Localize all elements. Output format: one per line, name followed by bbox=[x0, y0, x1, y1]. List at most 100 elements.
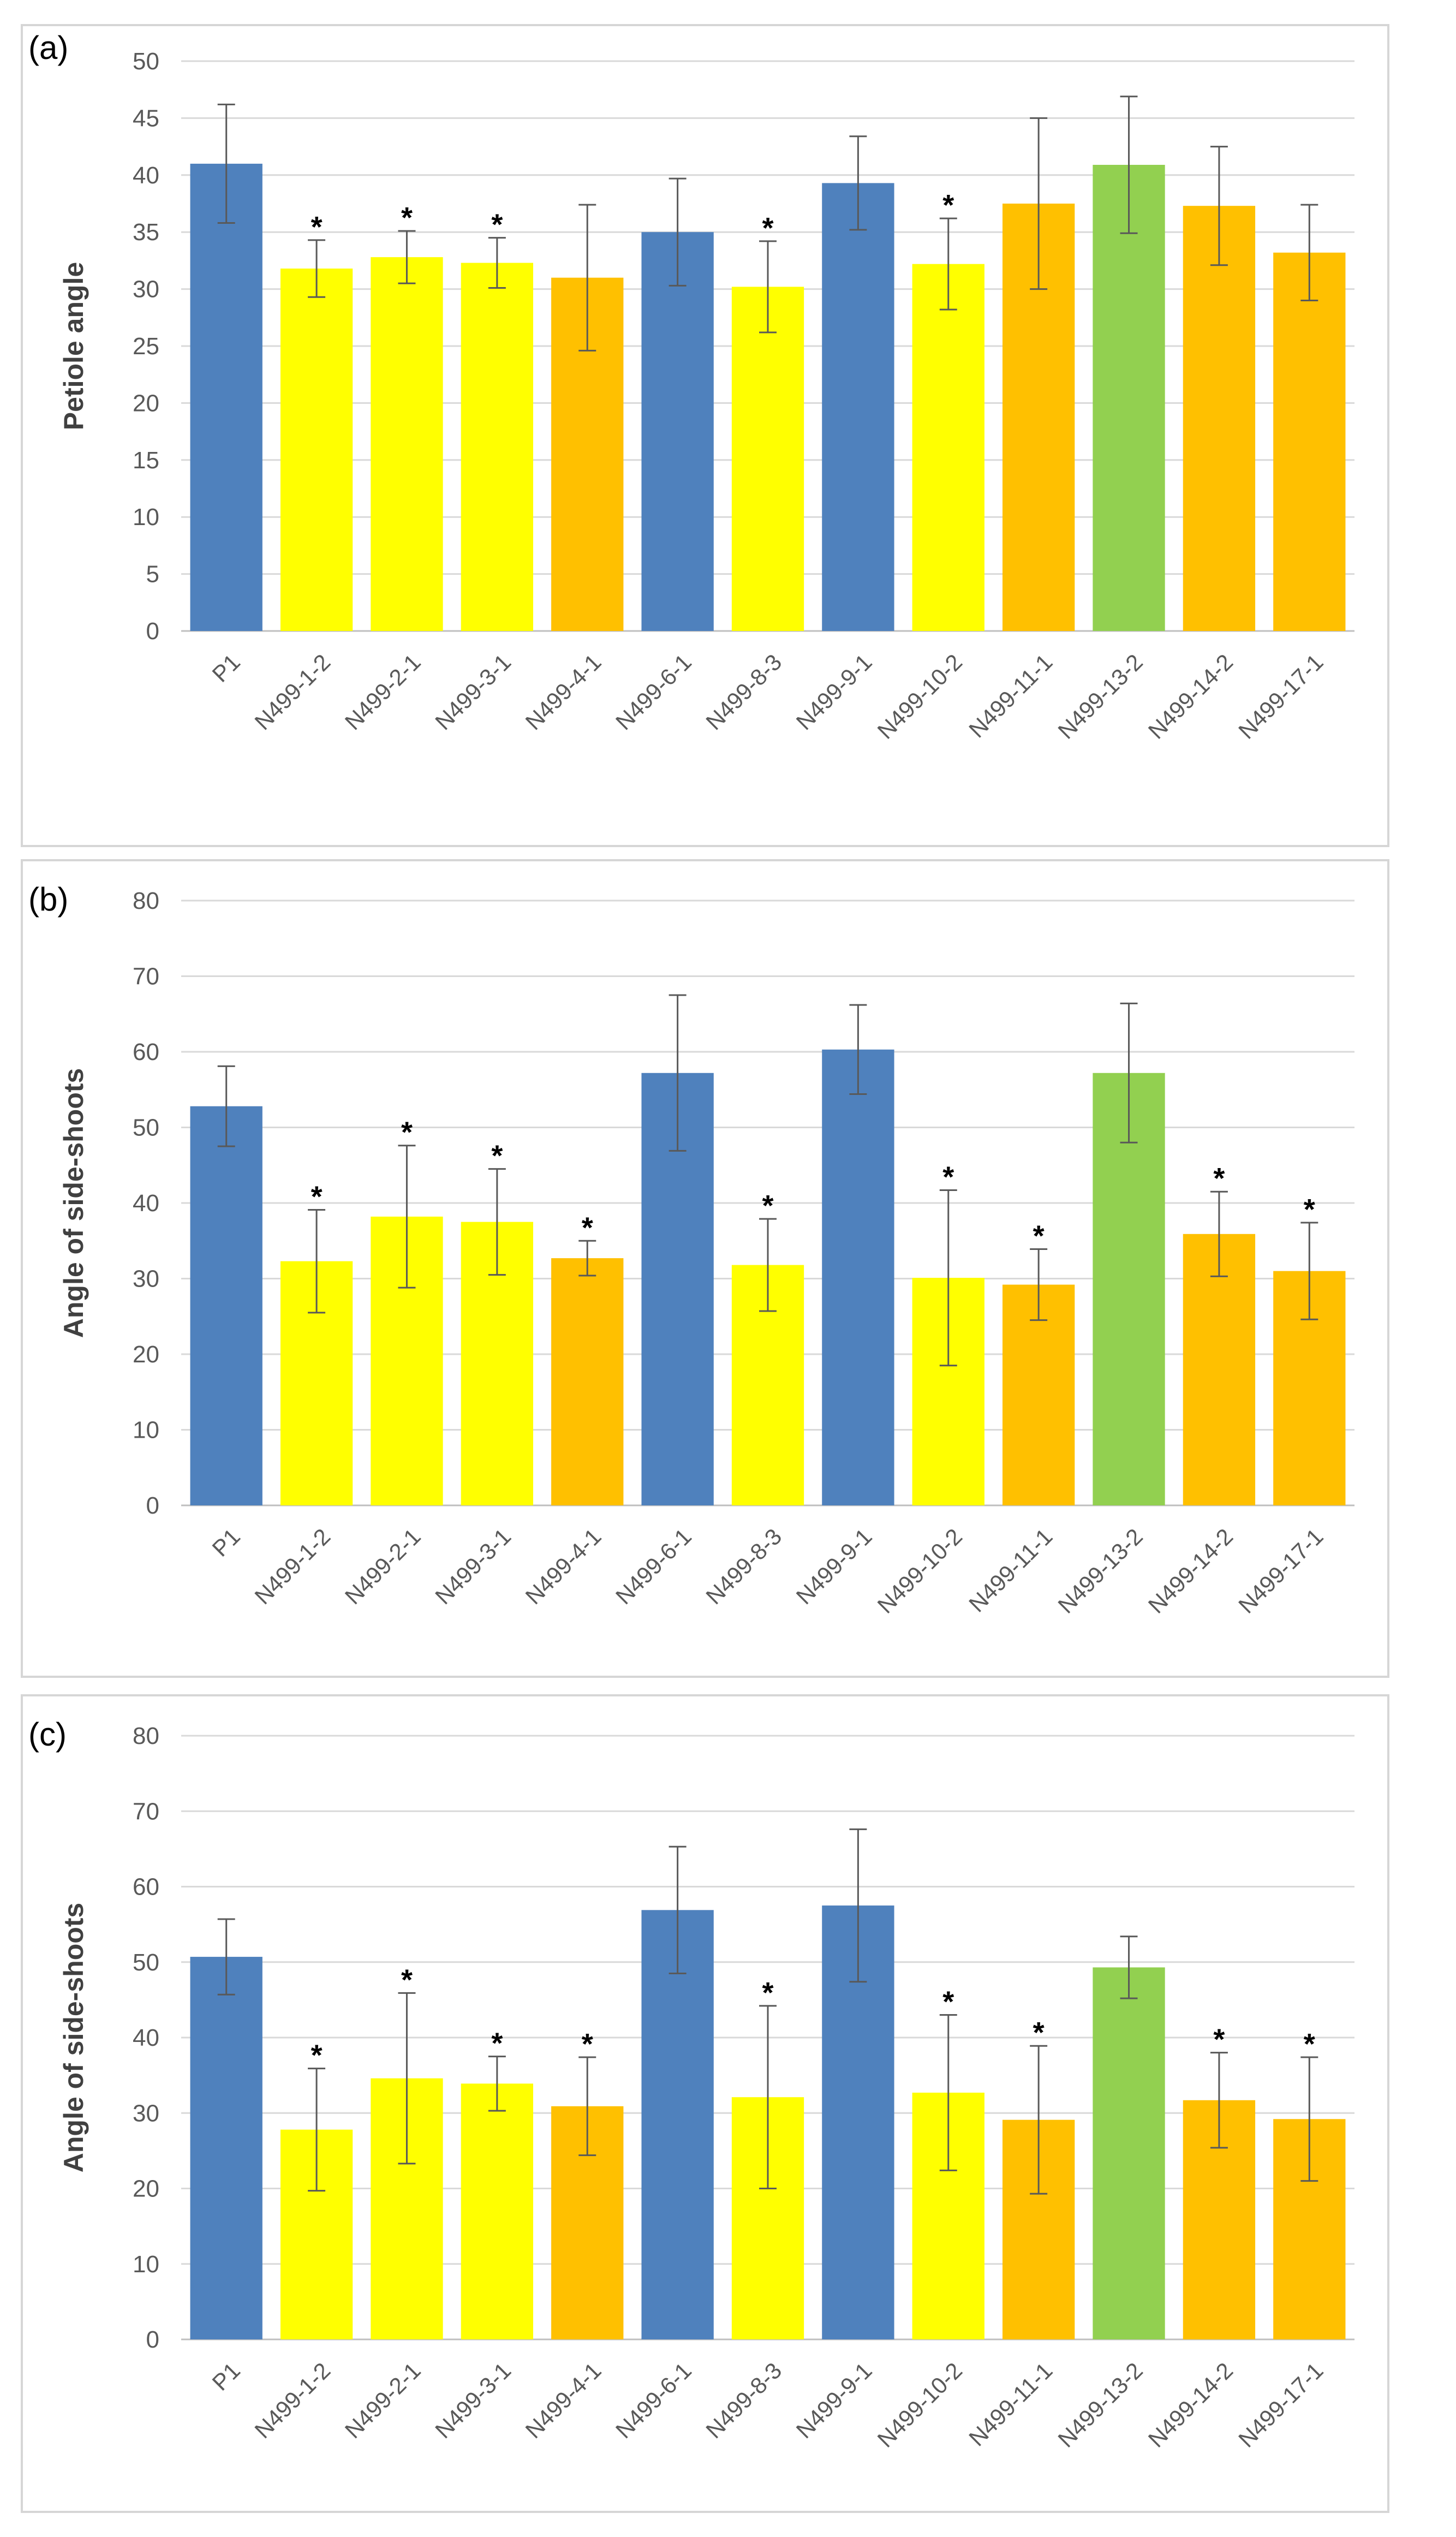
y-tick-label: 50 bbox=[133, 1115, 159, 1141]
y-tick-label: 10 bbox=[133, 2251, 159, 2278]
x-tick-label: N499-8-3 bbox=[701, 649, 786, 735]
bar bbox=[641, 1910, 714, 2339]
significance-star: * bbox=[311, 2039, 323, 2072]
significance-star: * bbox=[762, 212, 773, 245]
chart-c-svg: (c) 0 10 20 30 40 50 60 70 80 Angle of side-shoots… bbox=[28, 1716, 1354, 2452]
x-tick-label: N499-3-1 bbox=[430, 1523, 516, 1609]
y-tick-label: 15 bbox=[133, 447, 159, 474]
y-tick-label: 35 bbox=[133, 219, 159, 246]
y-tick-label: 80 bbox=[133, 1723, 159, 1749]
x-tick-label: N499-11-1 bbox=[964, 1523, 1057, 1617]
bar bbox=[641, 232, 714, 631]
y-tick-label: 10 bbox=[133, 504, 159, 531]
x-tick-label: N499-9-1 bbox=[791, 649, 877, 735]
significance-star: * bbox=[401, 201, 413, 234]
bar bbox=[912, 264, 984, 631]
y-tick-label: 20 bbox=[133, 1341, 159, 1368]
y-axis-label: Angle of side-shoots bbox=[58, 1068, 89, 1338]
bar bbox=[461, 2083, 533, 2339]
bar bbox=[1183, 206, 1256, 631]
bar bbox=[1093, 165, 1165, 631]
x-tick-label: N499-10-2 bbox=[873, 1523, 968, 1618]
bar bbox=[190, 1106, 262, 1505]
x-tick-label: N499-2-1 bbox=[340, 1523, 426, 1609]
significance-star: * bbox=[491, 209, 503, 241]
chart-b-svg: (b) 0 10 20 30 40 50 60 70 80 Angle of side-shoots… bbox=[28, 881, 1354, 1618]
significance-star: * bbox=[1304, 2028, 1315, 2060]
y-tick-label: 60 bbox=[133, 1039, 159, 1065]
x-tick-label: N499-10-2 bbox=[873, 2357, 968, 2452]
x-tick-label: N499-6-1 bbox=[611, 1523, 696, 1609]
significance-star: * bbox=[401, 1116, 413, 1149]
y-tick-label: 40 bbox=[133, 1190, 159, 1217]
x-tick-label: N499-14-2 bbox=[1143, 2357, 1238, 2452]
y-tick-label: 20 bbox=[133, 390, 159, 416]
bar bbox=[1093, 1073, 1165, 1505]
y-tick-label: 0 bbox=[146, 1492, 159, 1519]
bar bbox=[731, 287, 804, 631]
bar bbox=[280, 269, 353, 631]
panel-a: (a) 0 5 10 15 20 25 30 35 40 45 50 Petiole angle P1 * N… bbox=[21, 24, 1389, 847]
x-tick-label: N499-1-2 bbox=[249, 2357, 335, 2443]
y-tick-label: 30 bbox=[133, 2100, 159, 2127]
chart-a-svg: (a) 0 5 10 15 20 25 30 35 40 45 50 Petiole angle P1 * N… bbox=[28, 29, 1354, 744]
significance-star: * bbox=[491, 1140, 503, 1172]
x-tick-label: N499-13-2 bbox=[1053, 649, 1148, 744]
bar bbox=[190, 163, 262, 631]
significance-star: * bbox=[582, 1211, 593, 1244]
x-tick-label: N499-11-1 bbox=[964, 2357, 1057, 2451]
y-tick-label: 70 bbox=[133, 1798, 159, 1825]
y-axis-label: Petiole angle bbox=[58, 262, 89, 430]
y-tick-label: 70 bbox=[133, 963, 159, 990]
y-tick-label: 60 bbox=[133, 1874, 159, 1901]
x-tick-label: N499-9-1 bbox=[791, 1523, 877, 1609]
y-axis-label: Angle of side-shoots bbox=[58, 1903, 89, 2172]
x-tick-label: N499-14-2 bbox=[1143, 1523, 1238, 1618]
y-tick-label: 50 bbox=[133, 1949, 159, 1976]
y-tick-label: 20 bbox=[133, 2176, 159, 2202]
x-tick-label: N499-10-2 bbox=[873, 649, 968, 744]
bar bbox=[1093, 1967, 1165, 2339]
x-tick-label: N499-1-2 bbox=[249, 649, 335, 735]
panel-label: (c) bbox=[28, 1716, 67, 1753]
x-tick-label: P1 bbox=[207, 2357, 245, 2396]
panel-b: (b) 0 10 20 30 40 50 60 70 80 Angle of side-shoots… bbox=[21, 859, 1389, 1678]
significance-star: * bbox=[582, 2028, 593, 2060]
x-tick-label: N499-2-1 bbox=[340, 649, 426, 735]
x-tick-label: N499-2-1 bbox=[340, 2357, 426, 2443]
x-tick-label: N499-14-2 bbox=[1143, 649, 1238, 744]
significance-star: * bbox=[1033, 2016, 1045, 2049]
y-tick-label: 40 bbox=[133, 2024, 159, 2051]
x-tick-label: N499-8-3 bbox=[701, 1523, 786, 1609]
x-tick-label: N499-17-1 bbox=[1233, 649, 1328, 744]
panel-c: (c) 0 10 20 30 40 50 60 70 80 Angle of side-shoots… bbox=[21, 1694, 1389, 2513]
bar bbox=[1183, 1234, 1256, 1505]
bar bbox=[551, 1258, 624, 1505]
x-tick-label: N499-1-2 bbox=[249, 1523, 335, 1609]
significance-star: * bbox=[1304, 1193, 1315, 1226]
y-tick-label: 50 bbox=[133, 48, 159, 75]
x-tick-label: N499-4-1 bbox=[521, 649, 606, 735]
bar bbox=[822, 1049, 894, 1505]
x-tick-label: N499-3-1 bbox=[430, 649, 516, 735]
x-tick-label: N499-3-1 bbox=[430, 2357, 516, 2443]
significance-star: * bbox=[1213, 2023, 1225, 2056]
significance-star: * bbox=[942, 189, 954, 222]
bar bbox=[1003, 1284, 1075, 1505]
y-tick-label: 5 bbox=[146, 561, 159, 588]
y-tick-label: 25 bbox=[133, 333, 159, 360]
y-tick-label: 40 bbox=[133, 162, 159, 189]
x-tick-label: N499-11-1 bbox=[964, 649, 1057, 742]
x-tick-label: N499-6-1 bbox=[611, 649, 696, 735]
y-tick-label: 10 bbox=[133, 1417, 159, 1444]
y-tick-label: 0 bbox=[146, 618, 159, 645]
bar bbox=[371, 257, 443, 631]
x-tick-label: N499-13-2 bbox=[1053, 2357, 1148, 2452]
y-tick-label: 30 bbox=[133, 276, 159, 303]
x-tick-label: N499-9-1 bbox=[791, 2357, 877, 2443]
y-tick-label: 80 bbox=[133, 888, 159, 914]
x-tick-label: P1 bbox=[207, 649, 245, 687]
bar bbox=[190, 1957, 262, 2339]
significance-star: * bbox=[1033, 1219, 1045, 1252]
bar bbox=[822, 183, 894, 631]
